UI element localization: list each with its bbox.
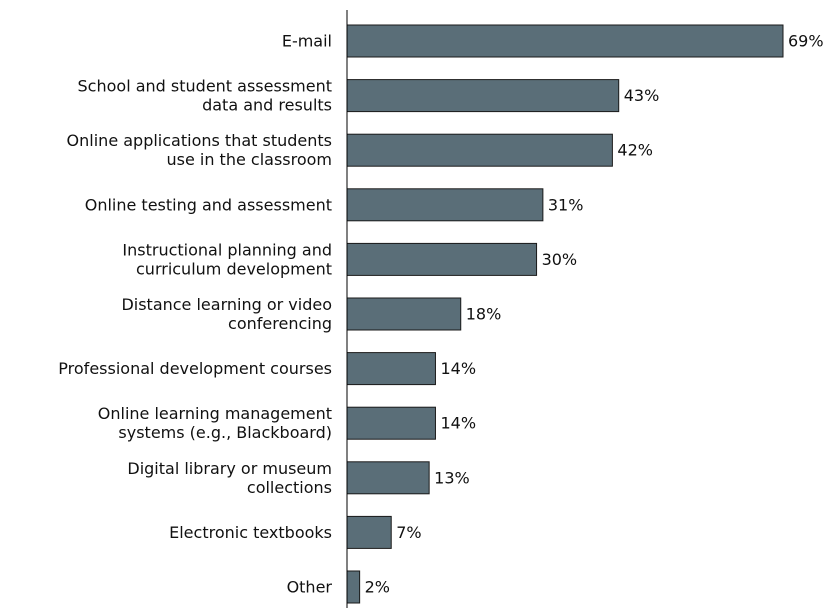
category-label-line: Online learning management [98,404,332,423]
value-label: 14% [440,359,476,378]
category-label: Instructional planning and curriculum dev… [122,240,332,278]
value-label: 43% [624,86,660,105]
value-label: 42% [617,141,653,160]
category-label: Online learning management systems (e.g.,… [98,404,332,442]
category-label-line: Instructional planning and [122,240,332,259]
category-label-line: Electronic textbooks [169,523,332,542]
category-label-line: School and student assessment [78,77,332,96]
category-label-line: use in the classroom [166,150,332,169]
bar [346,242,538,276]
value-label: 30% [542,250,578,269]
bar [346,188,544,222]
category-label-line: data and results [202,96,332,115]
category-label: Online testing and assessment [85,195,332,214]
value-label: 18% [466,305,502,324]
category-label-line: E-mail [282,32,332,51]
category-labels-group: E-mail School and student assessment data … [58,32,332,597]
value-label: 13% [434,468,470,487]
category-label-line: Online applications that students [67,131,332,150]
category-label: Other [287,578,333,597]
value-label: 2% [365,578,390,597]
value-label: 69% [788,32,824,51]
category-label: Professional development courses [58,359,332,378]
category-label-line: conferencing [228,314,332,333]
category-label-line: Online testing and assessment [85,195,332,214]
value-label: 7% [396,523,421,542]
category-label: Electronic textbooks [169,523,332,542]
value-label: 14% [440,414,476,433]
bar [346,515,392,549]
bar [346,461,430,495]
category-label: Digital library or museum collections [127,459,332,497]
value-labels-group: 69% 43% 42% 31% 30% 18% 14% 14% 13% 7% 2% [365,32,824,597]
category-label-line: Other [287,578,333,597]
category-label: Distance learning or video conferencing [121,295,332,333]
category-label: Online applications that students use in … [67,131,332,169]
bars-group [346,24,784,604]
category-label-line: collections [247,478,332,497]
category-label-line: curriculum development [136,259,332,278]
bar [346,79,620,113]
category-label-line: Professional development courses [58,359,332,378]
category-label-line: Digital library or museum [127,459,332,478]
category-label-line: Distance learning or video [121,295,332,314]
category-label-line: systems (e.g., Blackboard) [118,423,332,442]
bar [346,352,436,386]
value-label: 31% [548,195,584,214]
category-label: E-mail [282,32,332,51]
bar [346,297,462,331]
bar [346,133,613,167]
bar [346,406,436,440]
category-label: School and student assessment data and re… [78,77,332,115]
bar [346,570,361,604]
bar [346,24,784,58]
